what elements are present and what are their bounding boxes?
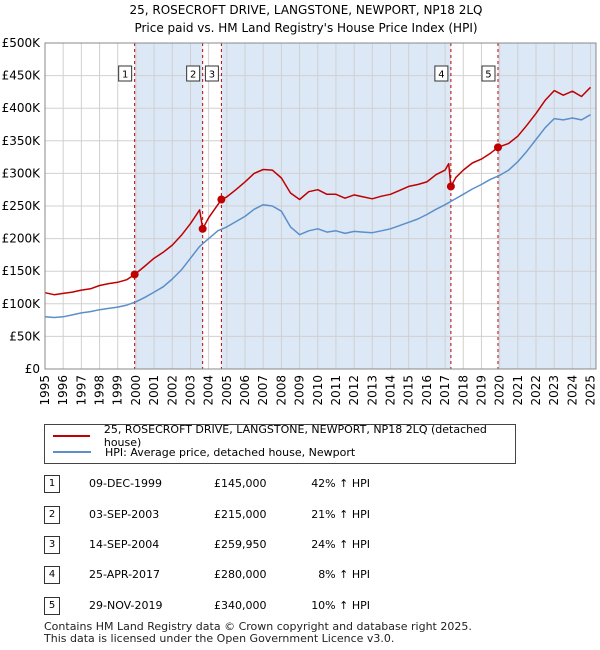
marker-box-4	[434, 65, 449, 82]
x-tick-label: 2015	[402, 375, 416, 406]
transaction-number: 4	[44, 566, 60, 584]
footer-line-1: Contains HM Land Registry data © Crown c…	[44, 620, 472, 633]
x-tick-label: 2005	[220, 375, 234, 406]
x-tick-label: 1995	[38, 375, 52, 406]
transaction-price: £280,000	[214, 568, 267, 581]
plot-frame	[44, 42, 597, 370]
transaction-number: 3	[44, 536, 60, 554]
x-tick-label: 2014	[384, 375, 398, 406]
transaction-date: 14-SEP-2004	[89, 538, 160, 551]
y-tick-label: £100K	[2, 297, 42, 311]
legend-swatch-hpi	[53, 451, 91, 453]
price-chart: 25, ROSECROFT DRIVE, LANGSTONE, NEWPORT,…	[2, 3, 598, 406]
transaction-date: 03-SEP-2003	[89, 508, 160, 521]
transaction-hpi: 21% ↑ HPI	[311, 508, 370, 521]
marker-box-2	[186, 65, 201, 82]
x-tick-label: 2008	[274, 375, 288, 406]
y-tick-label: £0	[25, 362, 40, 376]
hpi-line	[44, 114, 591, 319]
marker-label-5: 5	[485, 70, 491, 81]
transaction-price: £340,000	[214, 599, 267, 612]
x-tick-label: 1999	[111, 375, 125, 406]
x-tick-label: 2001	[147, 375, 161, 406]
transaction-number: 2	[44, 506, 60, 524]
chart-title-line1: 25, ROSECROFT DRIVE, LANGSTONE, NEWPORT,…	[129, 3, 482, 17]
marker-box-5	[481, 65, 496, 82]
marker-label-3: 3	[209, 70, 215, 81]
marker-label-2: 2	[190, 70, 196, 81]
transaction-hpi: 8% ↑ HPI	[318, 568, 370, 581]
x-tick-label: 2016	[420, 375, 434, 406]
transaction-date: 09-DEC-1999	[89, 477, 163, 490]
x-tick-label: 2020	[493, 375, 507, 406]
transaction-number: 5	[44, 597, 60, 615]
x-tick-label: 2019	[474, 375, 488, 406]
x-tick-label: 2009	[293, 375, 307, 406]
transaction-price: £145,000	[214, 477, 267, 490]
y-tick-label: £150K	[2, 264, 42, 278]
sale-point-2	[198, 224, 207, 233]
y-tick-label: £200K	[2, 232, 42, 246]
transaction-hpi: 10% ↑ HPI	[311, 599, 370, 612]
x-tick-label: 2023	[547, 375, 561, 406]
transaction-hpi: 24% ↑ HPI	[311, 538, 370, 551]
x-tick-label: 2010	[311, 375, 325, 406]
marker-box-1	[118, 65, 133, 82]
legend-label-hpi: HPI: Average price, detached house, Newp…	[105, 445, 356, 459]
y-tick-label: £50K	[9, 329, 41, 343]
x-tick-label: 2022	[529, 375, 543, 406]
transaction-hpi: 42% ↑ HPI	[311, 477, 370, 490]
footer-attribution: Contains HM Land Registry data © Crown c…	[44, 621, 472, 645]
transaction-date: 29-NOV-2019	[89, 599, 163, 612]
y-tick-label: £350K	[2, 134, 42, 148]
x-tick-label: 2000	[129, 375, 143, 406]
x-tick-label: 1996	[56, 375, 70, 406]
transaction-number: 1	[44, 475, 60, 493]
x-tick-label: 2021	[511, 375, 525, 406]
footer-line-2: This data is licensed under the Open Gov…	[44, 632, 395, 645]
chart-title-line2: Price paid vs. HM Land Registry's House …	[134, 21, 477, 35]
x-tick-label: 2018	[456, 375, 470, 406]
table-row: 4 25-APR-2017 £280,000 8% ↑ HPI	[0, 566, 600, 588]
table-row: 5 29-NOV-2019 £340,000 10% ↑ HPI	[0, 597, 600, 619]
y-tick-label: £300K	[2, 166, 42, 180]
y-tick-label: £450K	[2, 69, 42, 83]
x-tick-label: 2003	[183, 375, 197, 406]
x-tick-label: 2006	[238, 375, 252, 406]
legend-item-property: 25, ROSECROFT DRIVE, LANGSTONE, NEWPORT,…	[53, 423, 515, 449]
x-tick-label: 1998	[93, 375, 107, 406]
table-row: 1 09-DEC-1999 £145,000 42% ↑ HPI	[0, 475, 600, 497]
marker-box-3	[204, 65, 219, 82]
x-tick-label: 2011	[329, 375, 343, 406]
sale-point-3	[217, 195, 226, 204]
x-tick-label: 2012	[347, 375, 361, 406]
legend-label-property: 25, ROSECROFT DRIVE, LANGSTONE, NEWPORT,…	[103, 423, 487, 449]
sale-point-1	[130, 270, 139, 279]
y-tick-label: £250K	[2, 199, 42, 213]
property-price-line	[44, 86, 592, 296]
sale-point-5	[493, 143, 502, 152]
marker-label-4: 4	[438, 70, 444, 81]
table-row: 2 03-SEP-2003 £215,000 21% ↑ HPI	[0, 506, 600, 528]
x-tick-label: 2025	[584, 375, 598, 406]
legend-swatch-property	[53, 435, 90, 437]
y-tick-label: £500K	[2, 36, 42, 50]
y-tick-label: £400K	[2, 101, 42, 115]
x-tick-label: 1997	[74, 375, 88, 406]
marker-label-1: 1	[122, 70, 128, 81]
x-tick-label: 2017	[438, 375, 452, 406]
transaction-date: 25-APR-2017	[89, 568, 161, 581]
x-tick-label: 2004	[202, 375, 216, 406]
transaction-price: £215,000	[214, 508, 267, 521]
transaction-price: £259,950	[214, 538, 267, 551]
chart-legend: 25, ROSECROFT DRIVE, LANGSTONE, NEWPORT,…	[44, 423, 516, 464]
sale-point-4	[446, 182, 455, 191]
table-row: 3 14-SEP-2004 £259,950 24% ↑ HPI	[0, 536, 600, 558]
x-tick-label: 2007	[256, 375, 270, 406]
x-tick-label: 2013	[365, 375, 379, 406]
x-tick-label: 2002	[165, 375, 179, 406]
legend-item-hpi: HPI: Average price, detached house, Newp…	[53, 444, 355, 460]
x-tick-label: 2024	[565, 375, 579, 406]
